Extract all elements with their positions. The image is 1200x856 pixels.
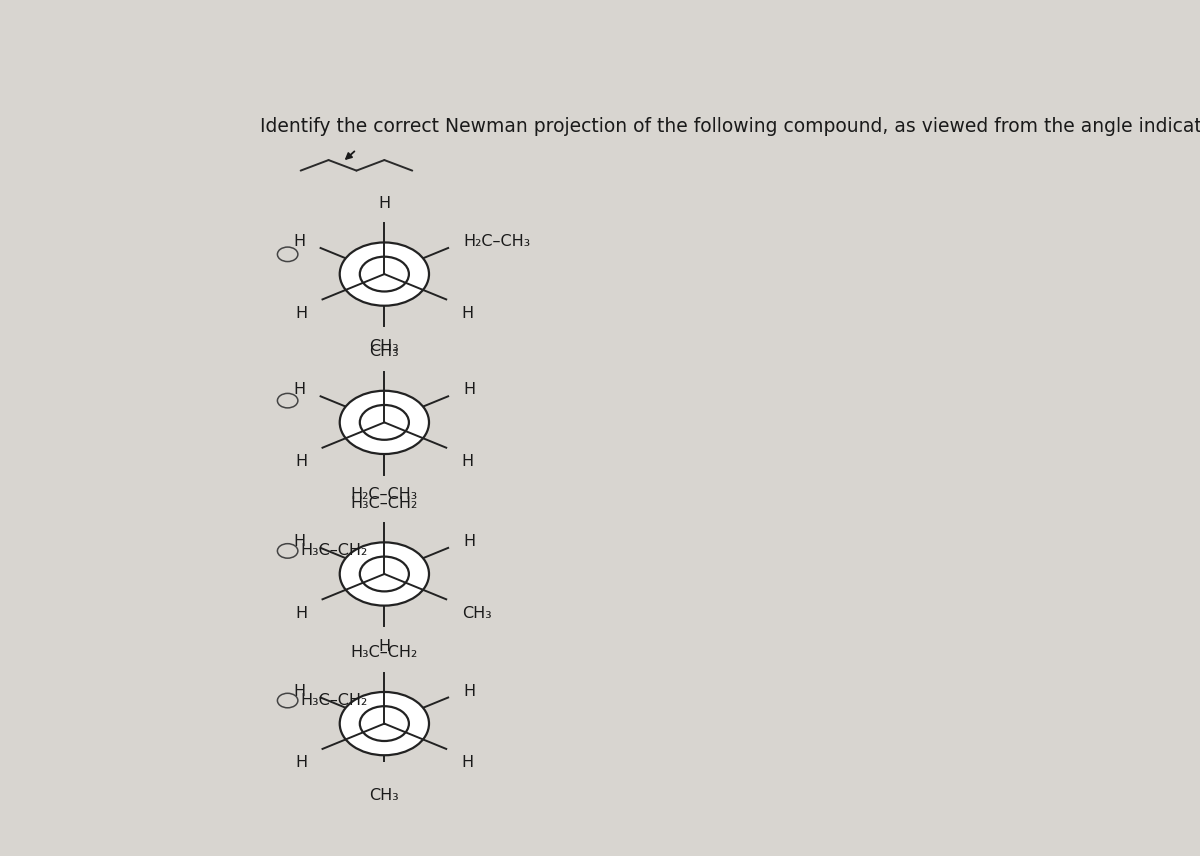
Text: H: H <box>293 684 305 698</box>
Text: H: H <box>293 235 305 249</box>
Text: H: H <box>378 639 390 654</box>
Circle shape <box>340 390 430 454</box>
Text: H₂C–CH₃: H₂C–CH₃ <box>350 487 418 502</box>
Text: CH₃: CH₃ <box>462 606 492 621</box>
Text: H: H <box>378 196 390 211</box>
Text: H₃C–CH₂: H₃C–CH₂ <box>301 544 368 558</box>
Circle shape <box>360 706 409 741</box>
Text: CH₃: CH₃ <box>370 788 400 804</box>
Circle shape <box>360 405 409 440</box>
Text: H: H <box>295 454 307 469</box>
Text: H: H <box>463 684 475 698</box>
Circle shape <box>340 543 430 606</box>
Text: H: H <box>295 755 307 770</box>
Text: H₃C–CH₂: H₃C–CH₂ <box>350 496 418 511</box>
Text: H: H <box>463 534 475 549</box>
Text: H: H <box>293 534 305 549</box>
Circle shape <box>360 556 409 591</box>
Text: H₃C–CH₂: H₃C–CH₂ <box>350 645 418 660</box>
Text: H₂C–CH₃: H₂C–CH₃ <box>463 235 530 249</box>
Text: H: H <box>462 306 474 321</box>
Text: H₃C–CH₂: H₃C–CH₂ <box>301 693 368 708</box>
Text: CH₃: CH₃ <box>370 344 400 360</box>
Circle shape <box>360 257 409 292</box>
Text: CH₃: CH₃ <box>370 339 400 354</box>
Text: H: H <box>463 383 475 397</box>
Circle shape <box>340 242 430 306</box>
Text: H: H <box>295 606 307 621</box>
Text: Identify the correct Newman projection of the following compound, as viewed from: Identify the correct Newman projection o… <box>259 117 1200 136</box>
Text: H: H <box>462 454 474 469</box>
Text: H: H <box>462 755 474 770</box>
Text: H: H <box>293 383 305 397</box>
Text: H: H <box>295 306 307 321</box>
Circle shape <box>340 692 430 755</box>
